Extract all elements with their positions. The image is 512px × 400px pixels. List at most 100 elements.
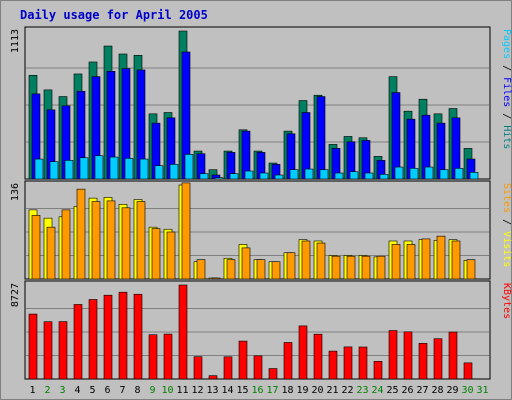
bar-kbytes-day-19 xyxy=(298,325,308,380)
x-tick-label: 5 xyxy=(89,385,95,396)
x-tick-label: 26 xyxy=(401,385,413,396)
bar-kbytes-day-20 xyxy=(313,333,323,380)
bar-sites-day-14 xyxy=(226,259,236,280)
bar-pages-day-15 xyxy=(244,170,254,180)
bar-sites-day-23 xyxy=(361,255,371,280)
x-tick-label: 7 xyxy=(119,385,125,396)
x-tick-label: 22 xyxy=(341,385,353,396)
x-tick-label: 21 xyxy=(326,385,338,396)
panel-max-label: 8727 xyxy=(10,283,21,307)
x-tick-label: 3 xyxy=(59,385,65,396)
panel-hits: 1113 Pages / Files / Hits xyxy=(10,26,512,180)
x-tick-label: 29 xyxy=(446,385,458,396)
bar-pages-day-10 xyxy=(169,164,179,180)
panel-legend: Pages / Files / Hits xyxy=(501,29,512,149)
bar-kbytes-day-11 xyxy=(178,284,188,380)
bar-kbytes-day-3 xyxy=(58,321,68,380)
bar-pages-day-3 xyxy=(64,160,74,180)
x-tick-label: 28 xyxy=(431,385,443,396)
bar-kbytes-day-14 xyxy=(223,356,233,380)
bar-sites-day-4 xyxy=(76,188,86,280)
bar-sites-day-20 xyxy=(316,242,326,280)
bar-kbytes-day-2 xyxy=(43,321,53,380)
x-tick-label: 31 xyxy=(476,385,488,396)
bar-pages-day-8 xyxy=(139,158,149,180)
bar-pages-day-5 xyxy=(94,155,104,180)
x-axis-labels: 1 2 3 4 5 6 7 8 9 10 11 12 13 14 15 16 17 18 19 20 21 22 23 24 2… xyxy=(29,385,488,396)
panel-visits: 136 Sites / Visits xyxy=(10,180,512,280)
bar-sites-day-27 xyxy=(421,238,431,280)
bar-pages-day-4 xyxy=(79,157,89,180)
bar-kbytes-day-27 xyxy=(418,343,428,380)
x-tick-label: 12 xyxy=(191,385,203,396)
panel-max-label: 1113 xyxy=(10,29,21,53)
bar-kbytes-day-23 xyxy=(358,346,368,380)
bar-kbytes-day-17 xyxy=(268,368,278,380)
legend-item: / xyxy=(501,107,512,125)
x-tick-label: 20 xyxy=(311,385,323,396)
x-tick-label: 11 xyxy=(176,385,188,396)
bar-pages-day-18 xyxy=(289,169,299,180)
bar-sites-day-2 xyxy=(46,226,56,280)
bar-kbytes-day-25 xyxy=(388,330,398,380)
bar-files-day-25 xyxy=(391,92,401,180)
bar-files-day-20 xyxy=(316,96,326,180)
bar-sites-day-13 xyxy=(211,277,221,280)
bar-sites-day-9 xyxy=(151,228,161,280)
bar-pages-day-14 xyxy=(229,173,239,180)
legend-item: Pages xyxy=(501,29,512,59)
x-tick-label: 15 xyxy=(236,385,248,396)
bar-kbytes-day-21 xyxy=(328,350,338,380)
x-tick-label: 30 xyxy=(461,385,473,396)
x-tick-label: 16 xyxy=(251,385,263,396)
bar-sites-day-6 xyxy=(106,200,116,280)
bar-kbytes-day-30 xyxy=(463,362,473,380)
bar-kbytes-day-13 xyxy=(208,375,218,380)
bar-sites-day-3 xyxy=(61,209,71,280)
bar-pages-day-23 xyxy=(364,172,374,180)
x-tick-label: 24 xyxy=(371,385,383,396)
bar-kbytes-day-10 xyxy=(163,333,173,380)
bar-sites-day-24 xyxy=(376,255,386,280)
bar-kbytes-day-8 xyxy=(133,293,143,380)
bar-sites-day-30 xyxy=(466,259,476,280)
bar-pages-day-26 xyxy=(409,168,419,180)
bar-sites-day-19 xyxy=(301,240,311,280)
bar-kbytes-day-15 xyxy=(238,340,248,380)
bar-sites-day-25 xyxy=(391,244,401,280)
x-tick-label: 1 xyxy=(29,385,35,396)
bar-pages-day-19 xyxy=(304,168,314,180)
x-tick-label: 14 xyxy=(221,385,233,396)
bar-sites-day-10 xyxy=(166,231,176,280)
x-tick-label: 4 xyxy=(74,385,80,396)
bar-sites-day-28 xyxy=(436,235,446,280)
x-tick-label: 13 xyxy=(206,385,218,396)
bar-kbytes-day-24 xyxy=(373,361,383,380)
bar-kbytes-day-7 xyxy=(118,291,128,380)
bar-pages-day-17 xyxy=(274,174,284,180)
panel-legend: KBytes xyxy=(501,283,512,319)
bar-sites-day-8 xyxy=(136,201,146,280)
x-tick-label: 17 xyxy=(266,385,278,396)
bar-kbytes-day-22 xyxy=(343,346,353,380)
bar-pages-day-29 xyxy=(454,168,464,180)
bar-pages-day-28 xyxy=(439,169,449,180)
chart-panels: 1113 Pages / Files / Hits 136 Sites / Visit… xyxy=(10,26,512,380)
bar-pages-day-22 xyxy=(349,171,359,180)
bar-pages-day-13 xyxy=(214,177,224,180)
chart-title: Daily usage for April 2005 xyxy=(20,8,208,22)
x-tick-label: 23 xyxy=(356,385,368,396)
bar-sites-day-17 xyxy=(271,261,281,280)
bar-pages-day-11 xyxy=(184,154,194,180)
bar-kbytes-day-1 xyxy=(28,313,38,380)
bar-sites-day-29 xyxy=(451,240,461,280)
bar-sites-day-22 xyxy=(346,255,356,280)
bar-sites-day-26 xyxy=(406,244,416,280)
bar-sites-day-11 xyxy=(181,182,191,280)
bar-kbytes-day-12 xyxy=(193,356,203,380)
x-tick-label: 18 xyxy=(281,385,293,396)
legend-item: Files xyxy=(501,77,512,107)
legend-item: KBytes xyxy=(501,283,512,319)
bar-sites-day-15 xyxy=(241,247,251,280)
